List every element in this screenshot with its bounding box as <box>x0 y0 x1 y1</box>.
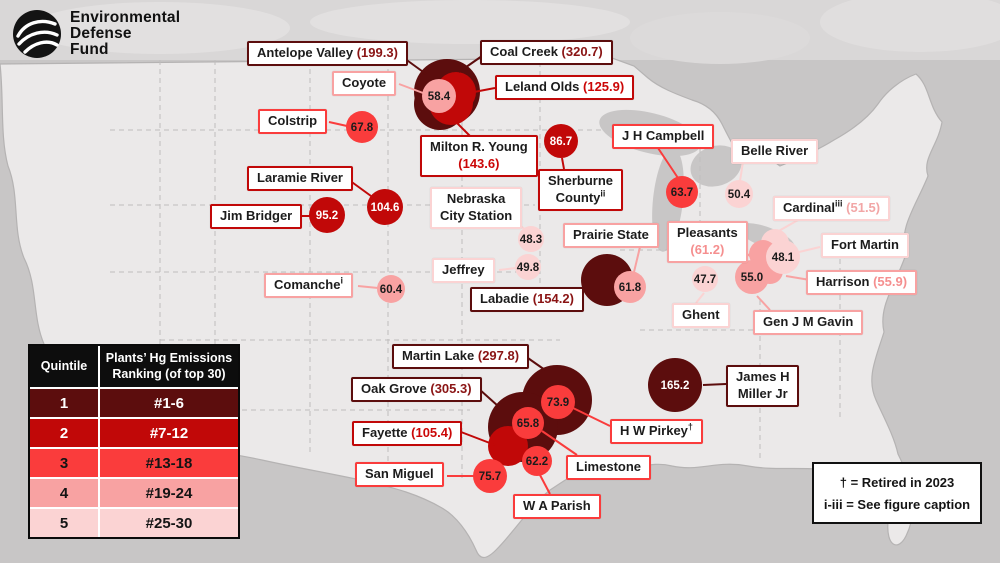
leader-line <box>776 219 799 233</box>
legend-quintile-cell: 3 <box>30 449 98 478</box>
bubble-value: 48.1 <box>772 252 795 264</box>
bubble-value: 62.2 <box>526 456 548 468</box>
plant-bubble <box>735 260 769 294</box>
canada-landmass <box>0 0 1000 64</box>
leader-line <box>657 147 679 179</box>
plant-bubble <box>614 271 646 303</box>
legend-quintile-cell: 1 <box>30 389 98 418</box>
brand-line-1: Environmental <box>70 9 181 27</box>
leader-line <box>572 407 611 427</box>
leader-line <box>357 285 379 289</box>
leader-line <box>798 246 821 253</box>
bubble-value: 165.2 <box>661 380 690 392</box>
legend-quintile-cell: 2 <box>30 419 98 448</box>
legend-range-cell: #7-12 <box>100 419 238 448</box>
leader-line <box>739 161 744 182</box>
legend-range-cell: #13-18 <box>100 449 238 478</box>
bubble-value: 60.4 <box>380 284 403 296</box>
legend-quintile-cell: 4 <box>30 479 98 508</box>
plant-bubble <box>512 407 544 439</box>
edf-logo-icon <box>13 10 61 58</box>
bubble-value: 58.4 <box>428 91 451 103</box>
legend-range-cell: #25-30 <box>100 509 238 538</box>
legend-range-cell: #19-24 <box>100 479 238 508</box>
plant-bubble <box>725 180 753 208</box>
leader-line <box>541 430 578 456</box>
leader-line <box>633 246 641 273</box>
leader-line <box>455 121 471 137</box>
leader-line <box>458 55 483 73</box>
bubble-value: 63.7 <box>671 187 693 199</box>
leader-line <box>460 431 496 446</box>
bubble-value: 65.8 <box>517 418 540 430</box>
bubble-value: 86.7 <box>550 136 572 148</box>
leader-line <box>398 83 424 94</box>
bubble-value: 61.8 <box>619 282 642 294</box>
footnote-retired: † = Retired in 2023 <box>839 474 955 490</box>
leader-lines-layer <box>296 52 821 495</box>
leader-line <box>695 292 705 304</box>
bubble-value: 55.0 <box>741 272 763 284</box>
bubble-value: 50.4 <box>728 189 751 201</box>
bubble-value: 104.6 <box>371 202 400 214</box>
leader-line <box>498 267 517 271</box>
plant-bubble <box>766 240 800 274</box>
footnote-caption: i-iii = See figure caption <box>823 496 971 512</box>
plant-bubble <box>692 266 718 292</box>
legend-header-ranking: Plants’ Hg Emissions Ranking (of top 30) <box>100 346 238 388</box>
brand-line-3: Fund <box>70 40 109 58</box>
plant-bubble <box>422 79 456 113</box>
leader-line <box>328 121 348 127</box>
plant-bubble <box>666 176 698 208</box>
plant-bubble <box>515 254 541 280</box>
legend-header-quintile: Quintile <box>30 346 98 388</box>
bubble-value: 73.9 <box>547 397 569 409</box>
plant-bubble <box>648 358 702 412</box>
leader-line <box>756 295 771 311</box>
plant-bubble <box>377 275 405 303</box>
leader-line <box>539 474 551 495</box>
brand-line-2: Defense <box>70 25 132 43</box>
plant-bubble <box>544 124 578 158</box>
plant-bubble <box>522 446 552 476</box>
bubble-value: 75.7 <box>479 471 501 483</box>
bubble-value: 67.8 <box>351 122 374 134</box>
leader-line <box>473 87 496 93</box>
bubble-value: 47.7 <box>694 274 716 286</box>
bubble-value: 49.8 <box>517 262 540 274</box>
edf-logo-block: Environmental Defense Fund <box>12 9 180 59</box>
bubbles-layer: 58.4 67.8 86.7 63.7 50.4 104.6 95.2 48.3 49.8 60.… <box>309 59 800 493</box>
leader-line <box>561 157 565 170</box>
plant-bubble <box>309 197 345 233</box>
legend-quintile-cell: 5 <box>30 509 98 538</box>
plant-bubble <box>346 111 378 143</box>
plant-bubble <box>541 385 575 419</box>
plant-bubble <box>367 189 403 225</box>
legend-range-cell: #1-6 <box>100 389 238 418</box>
leader-line <box>702 383 727 386</box>
plant-bubble <box>488 426 528 466</box>
footnote-box: † = Retired in 2023 i-iii = See figure c… <box>812 462 982 524</box>
legend-table: Quintile Plants’ Hg Emissions Ranking (o… <box>28 344 240 540</box>
leader-line <box>478 388 499 407</box>
brand-wordmark: Environmental Defense Fund <box>70 10 180 57</box>
plant-bubble <box>518 226 544 252</box>
bubble-value: 95.2 <box>316 210 338 222</box>
bubble-value: 48.3 <box>520 234 542 246</box>
plant-bubble <box>473 459 507 493</box>
